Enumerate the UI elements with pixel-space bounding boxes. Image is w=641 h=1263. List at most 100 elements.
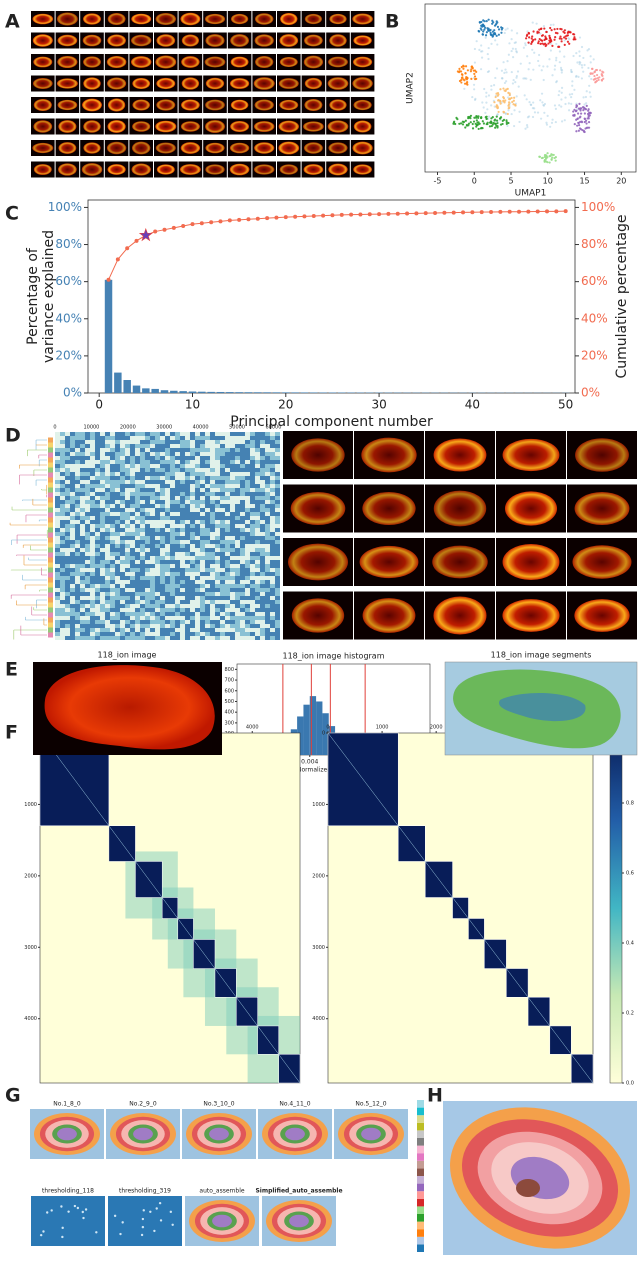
heatmap-cell	[275, 636, 280, 640]
cumulative-point	[386, 211, 391, 216]
heatmap-cell	[195, 556, 200, 560]
y-tick-label: 1000	[24, 802, 37, 808]
segment-ring	[209, 1127, 229, 1141]
heatmap-cell	[275, 624, 280, 628]
heatmap-cell	[210, 572, 215, 576]
tissue	[327, 120, 349, 133]
panel-label: H	[427, 1085, 443, 1107]
heatmap-cell	[165, 560, 170, 564]
heatmap-cell	[175, 524, 180, 528]
tissue	[352, 141, 373, 155]
heatmap-cell	[265, 532, 270, 536]
heatmap-cell	[220, 480, 225, 484]
umap-point	[543, 155, 546, 159]
umap-point	[489, 120, 493, 123]
heatmap-cell	[140, 484, 145, 488]
heatmap-cell	[90, 608, 95, 612]
heatmap-cell	[80, 572, 85, 576]
umap-point	[546, 152, 549, 155]
umap-point	[490, 84, 493, 88]
heatmap-cell	[235, 492, 240, 496]
heatmap-cell	[95, 444, 100, 448]
heatmap-cell	[145, 464, 150, 468]
heatmap-cell	[80, 508, 85, 512]
heatmap-cell	[80, 612, 85, 616]
cumulative-point	[395, 211, 400, 216]
heatmap-cell	[160, 632, 165, 636]
heatmap-cell	[135, 572, 140, 576]
heatmap-cell	[175, 532, 180, 536]
heatmap-cell	[130, 524, 135, 528]
heatmap-cell	[110, 528, 115, 532]
tissue	[131, 13, 152, 25]
heatmap-cell	[145, 436, 150, 440]
heatmap-cell	[150, 608, 155, 612]
umap-point	[534, 38, 537, 41]
heatmap-cell	[225, 576, 230, 580]
heatmap-cell	[155, 592, 160, 596]
heatmap-cell	[75, 588, 80, 592]
heatmap-cell	[140, 580, 145, 584]
cumulative-point	[218, 219, 223, 224]
heatmap-cell	[150, 628, 155, 632]
umap-point	[555, 42, 558, 46]
umap-point	[513, 96, 516, 99]
heatmap-cell	[160, 592, 165, 596]
heatmap-cell	[245, 444, 250, 448]
heatmap-cell	[255, 488, 260, 492]
heatmap-cell	[95, 460, 100, 464]
heatmap-cell	[275, 460, 280, 464]
heatmap-cell	[115, 460, 120, 464]
heatmap-cell	[200, 500, 205, 504]
heatmap-cell	[75, 600, 80, 604]
tissue	[58, 120, 77, 133]
heatmap-cell	[90, 620, 95, 624]
thumbnail-label: thresholding_319	[119, 1188, 171, 1195]
heatmap-cell	[135, 544, 140, 548]
heatmap-cell	[140, 628, 145, 632]
heatmap-cell	[75, 484, 80, 488]
heatmap-cell	[105, 540, 110, 544]
umap-point	[550, 29, 553, 32]
heatmap-cell	[200, 536, 205, 540]
umap-point	[554, 36, 557, 39]
heatmap-cell	[235, 580, 240, 584]
umap-point	[504, 112, 507, 115]
tissue	[181, 34, 200, 47]
umap-point	[559, 66, 563, 69]
tissue	[572, 545, 632, 579]
heatmap-cell	[150, 448, 155, 452]
heatmap-cell	[140, 468, 145, 472]
heatmap-cell	[160, 536, 165, 540]
heatmap-cell	[220, 528, 225, 532]
heatmap-cell	[90, 480, 95, 484]
heatmap-cell	[220, 596, 225, 600]
umap-point	[558, 104, 561, 107]
heatmap-cell	[190, 572, 195, 576]
dendrogram-branch	[19, 474, 47, 485]
cumulative-point	[489, 209, 494, 214]
heatmap-cell	[60, 476, 65, 480]
heatmap-cell	[75, 552, 80, 556]
heatmap-cell	[185, 496, 190, 500]
heatmap-cell	[240, 628, 245, 632]
heatmap-cell	[70, 616, 75, 620]
heatmap-cell	[170, 604, 175, 608]
cluster-color	[48, 582, 53, 588]
heatmap-cell	[105, 436, 110, 440]
heatmap-cell	[90, 476, 95, 480]
umap-point	[452, 122, 455, 125]
heatmap-cell	[100, 600, 105, 604]
umap-point	[539, 117, 543, 120]
heatmap-cell	[135, 432, 140, 436]
heatmap-cell	[170, 536, 175, 540]
heatmap-cell	[200, 488, 205, 492]
heatmap-cell	[55, 492, 60, 496]
heatmap-cell	[90, 540, 95, 544]
heatmap-cell	[230, 440, 235, 444]
heatmap-cell	[265, 440, 270, 444]
heatmap-cell	[65, 556, 70, 560]
heatmap-cell	[120, 604, 125, 608]
heatmap-cell	[85, 588, 90, 592]
heatmap-cell	[200, 492, 205, 496]
